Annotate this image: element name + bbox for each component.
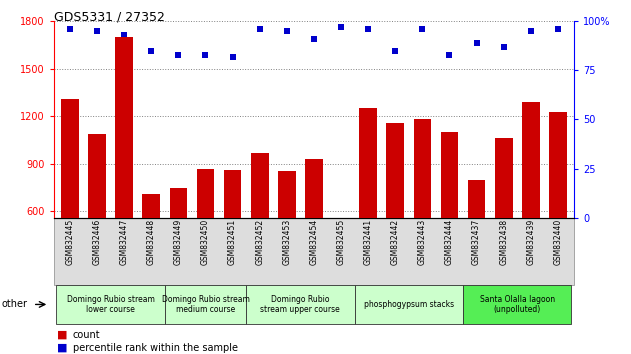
Bar [88, 134, 106, 307]
Point [65, 26, 75, 32]
Bar [440, 132, 458, 307]
Text: Domingo Rubio stream
medium course: Domingo Rubio stream medium course [162, 295, 249, 314]
Point [309, 36, 319, 42]
Point [201, 52, 211, 57]
Bar [115, 37, 133, 307]
Text: phosphogypsum stacks: phosphogypsum stacks [363, 300, 454, 309]
Bar [549, 112, 567, 307]
Bar [468, 180, 485, 307]
Point [282, 28, 292, 34]
Point [119, 32, 129, 38]
Bar [61, 99, 79, 307]
Text: ■: ■ [57, 330, 68, 339]
Point [174, 52, 184, 57]
Text: Domingo Rubio stream
lower course: Domingo Rubio stream lower course [67, 295, 155, 314]
Point [553, 26, 563, 32]
Bar [170, 188, 187, 307]
Bar [333, 218, 350, 307]
Bar [278, 171, 295, 307]
Point [146, 48, 156, 53]
Text: other: other [1, 299, 27, 309]
Text: GDS5331 / 27352: GDS5331 / 27352 [54, 11, 165, 24]
Bar [143, 194, 160, 307]
Point [92, 28, 102, 34]
Bar [224, 170, 242, 307]
Point [444, 52, 454, 57]
Bar [359, 108, 377, 307]
Point [228, 54, 238, 59]
Bar [197, 169, 215, 307]
Point [390, 48, 400, 53]
Point [255, 26, 265, 32]
Bar [522, 102, 540, 307]
Bar [305, 159, 322, 307]
Text: percentile rank within the sample: percentile rank within the sample [73, 343, 237, 353]
Text: Santa Olalla lagoon
(unpolluted): Santa Olalla lagoon (unpolluted) [480, 295, 555, 314]
Bar [251, 153, 269, 307]
Point [498, 44, 509, 50]
Point [363, 26, 373, 32]
Point [417, 26, 427, 32]
Point [336, 24, 346, 30]
Text: ■: ■ [57, 343, 68, 353]
Point [526, 28, 536, 34]
Text: Domingo Rubio
stream upper course: Domingo Rubio stream upper course [261, 295, 340, 314]
Point [471, 40, 481, 46]
Text: count: count [73, 330, 100, 339]
Bar [386, 122, 404, 307]
Bar [413, 119, 431, 307]
Bar [495, 138, 512, 307]
